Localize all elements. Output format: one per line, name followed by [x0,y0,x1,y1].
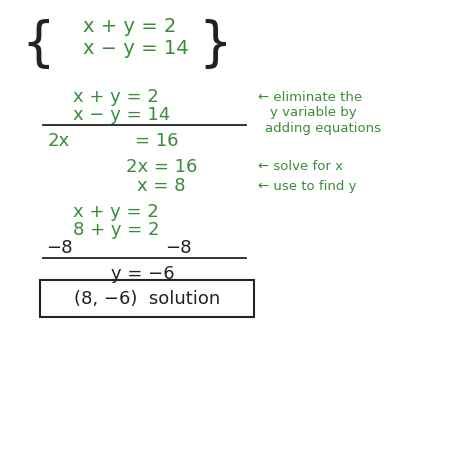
Text: x + y = 2: x + y = 2 [73,203,159,221]
Text: ← solve for x: ← solve for x [258,160,343,173]
Text: 2x: 2x [47,132,70,150]
Text: y = −6: y = −6 [111,265,175,283]
Text: −8: −8 [165,239,191,257]
Text: x − y = 14: x − y = 14 [73,106,171,124]
Text: {: { [21,19,55,71]
Text: 2x = 16: 2x = 16 [126,158,197,176]
Text: x + y = 2: x + y = 2 [83,17,176,36]
Text: adding equations: adding equations [265,122,382,135]
Text: x + y = 2: x + y = 2 [73,88,159,106]
Text: 8 + y = 2: 8 + y = 2 [73,221,160,239]
Text: ← eliminate the: ← eliminate the [258,91,363,104]
Text: = 16: = 16 [135,132,179,150]
Text: (8, −6)  solution: (8, −6) solution [74,290,220,308]
Text: }: } [199,19,232,71]
Text: x = 8: x = 8 [137,177,186,195]
Text: ← use to find y: ← use to find y [258,180,357,193]
Text: x − y = 14: x − y = 14 [83,39,189,58]
Text: y variable by: y variable by [270,106,357,119]
Text: −8: −8 [46,239,73,257]
FancyBboxPatch shape [40,280,254,317]
